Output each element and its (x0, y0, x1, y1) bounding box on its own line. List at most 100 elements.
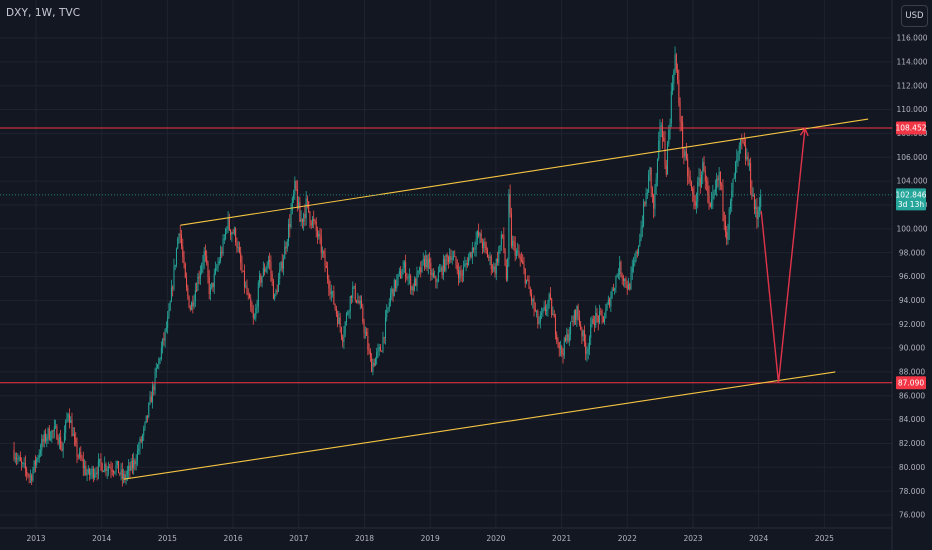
candle-body[interactable] (51, 430, 53, 440)
candle-body[interactable] (84, 466, 86, 469)
candle-body[interactable] (246, 285, 248, 294)
candle-body[interactable] (114, 471, 116, 473)
candle-body[interactable] (616, 274, 618, 277)
candle-body[interactable] (177, 238, 179, 249)
candle-body[interactable] (621, 275, 623, 279)
candle-body[interactable] (221, 251, 223, 254)
candle-body[interactable] (403, 261, 405, 268)
candle-body[interactable] (189, 307, 191, 310)
candle-body[interactable] (48, 428, 50, 440)
candle-body[interactable] (32, 470, 34, 481)
candle-body[interactable] (154, 371, 156, 390)
candle-body[interactable] (498, 250, 500, 263)
candle-body[interactable] (194, 290, 196, 301)
candle-body[interactable] (337, 313, 339, 324)
candle-body[interactable] (113, 471, 115, 473)
candle-body[interactable] (490, 256, 492, 269)
candle-body[interactable] (50, 439, 52, 440)
candle-body[interactable] (439, 270, 441, 273)
candle-body[interactable] (134, 460, 136, 465)
candle-body[interactable] (646, 192, 648, 194)
candle-body[interactable] (334, 304, 336, 309)
candle-body[interactable] (444, 259, 446, 271)
candle-body[interactable] (735, 162, 737, 178)
candle-body[interactable] (504, 249, 506, 266)
candle-body[interactable] (432, 272, 434, 277)
candle-body[interactable] (235, 228, 237, 243)
candle-body[interactable] (293, 194, 295, 199)
candle-body[interactable] (508, 194, 510, 260)
candle-body[interactable] (708, 195, 710, 204)
candle-body[interactable] (280, 261, 282, 270)
candle-body[interactable] (381, 351, 383, 353)
candle-body[interactable] (537, 310, 539, 324)
candle-body[interactable] (413, 279, 415, 291)
candle-body[interactable] (298, 202, 300, 208)
candle-body[interactable] (240, 252, 242, 264)
candle-body[interactable] (129, 465, 131, 471)
candle-body[interactable] (124, 474, 126, 479)
candle-body[interactable] (226, 228, 228, 230)
candle-body[interactable] (709, 203, 711, 207)
candle-body[interactable] (661, 125, 663, 138)
candle-body[interactable] (502, 234, 504, 236)
candle-body[interactable] (255, 308, 257, 318)
candle-body[interactable] (669, 122, 671, 131)
candle-body[interactable] (363, 322, 365, 333)
candle-body[interactable] (677, 69, 679, 80)
candle-body[interactable] (573, 310, 575, 323)
candle-body[interactable] (285, 246, 287, 249)
candle-body[interactable] (719, 171, 721, 185)
candle-body[interactable] (252, 312, 254, 318)
candle-body[interactable] (752, 195, 754, 197)
candle-body[interactable] (21, 461, 23, 464)
candle-body[interactable] (588, 337, 590, 349)
candle-body[interactable] (377, 348, 379, 353)
candle-body[interactable] (475, 238, 477, 249)
candle-body[interactable] (746, 156, 748, 160)
candle-body[interactable] (431, 272, 433, 275)
candle-body[interactable] (707, 181, 709, 196)
candle-body[interactable] (497, 259, 499, 263)
candle-body[interactable] (126, 470, 128, 475)
candle-body[interactable] (350, 296, 352, 298)
candle-body[interactable] (627, 284, 629, 290)
candle-body[interactable] (238, 247, 240, 253)
candle-body[interactable] (470, 252, 472, 258)
candle-body[interactable] (144, 422, 146, 429)
candle-body[interactable] (130, 461, 132, 471)
candle-body[interactable] (670, 91, 672, 123)
candle-body[interactable] (493, 266, 495, 270)
candle-body[interactable] (461, 274, 463, 276)
candle-body[interactable] (748, 163, 750, 165)
candle-body[interactable] (567, 333, 569, 342)
candle-body[interactable] (519, 256, 521, 260)
candle-body[interactable] (526, 279, 528, 284)
candle-body[interactable] (507, 259, 509, 280)
candle-body[interactable] (311, 218, 313, 226)
candle-body[interactable] (327, 268, 329, 280)
candle-body[interactable] (217, 263, 219, 268)
candle-body[interactable] (478, 231, 480, 236)
candle-body[interactable] (609, 299, 611, 307)
candle-body[interactable] (522, 260, 524, 264)
candle-body[interactable] (542, 309, 544, 313)
candle-body[interactable] (265, 268, 267, 273)
candle-body[interactable] (367, 335, 369, 350)
candle-body[interactable] (481, 242, 483, 248)
candle-body[interactable] (640, 227, 642, 240)
candle-body[interactable] (619, 262, 621, 275)
candle-body[interactable] (495, 259, 497, 274)
candle-body[interactable] (87, 469, 89, 474)
candle-body[interactable] (459, 270, 461, 279)
candle-body[interactable] (314, 220, 316, 222)
candle-body[interactable] (184, 263, 186, 278)
candle-body[interactable] (458, 270, 460, 279)
candle-body[interactable] (750, 163, 752, 189)
candle-body[interactable] (288, 224, 290, 242)
candle-body[interactable] (116, 461, 118, 466)
candle-body[interactable] (330, 291, 332, 295)
candle-body[interactable] (225, 229, 227, 239)
candle-body[interactable] (437, 272, 439, 282)
candle-body[interactable] (395, 279, 397, 289)
